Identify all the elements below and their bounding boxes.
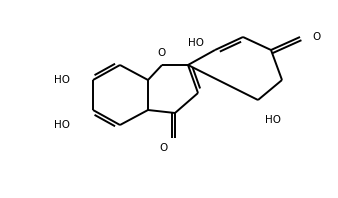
Text: O: O (158, 48, 166, 58)
Text: O: O (159, 143, 167, 153)
Text: HO: HO (54, 75, 70, 85)
Text: O: O (312, 32, 320, 42)
Text: HO: HO (188, 38, 204, 48)
Text: HO: HO (54, 120, 70, 130)
Text: HO: HO (265, 115, 281, 125)
